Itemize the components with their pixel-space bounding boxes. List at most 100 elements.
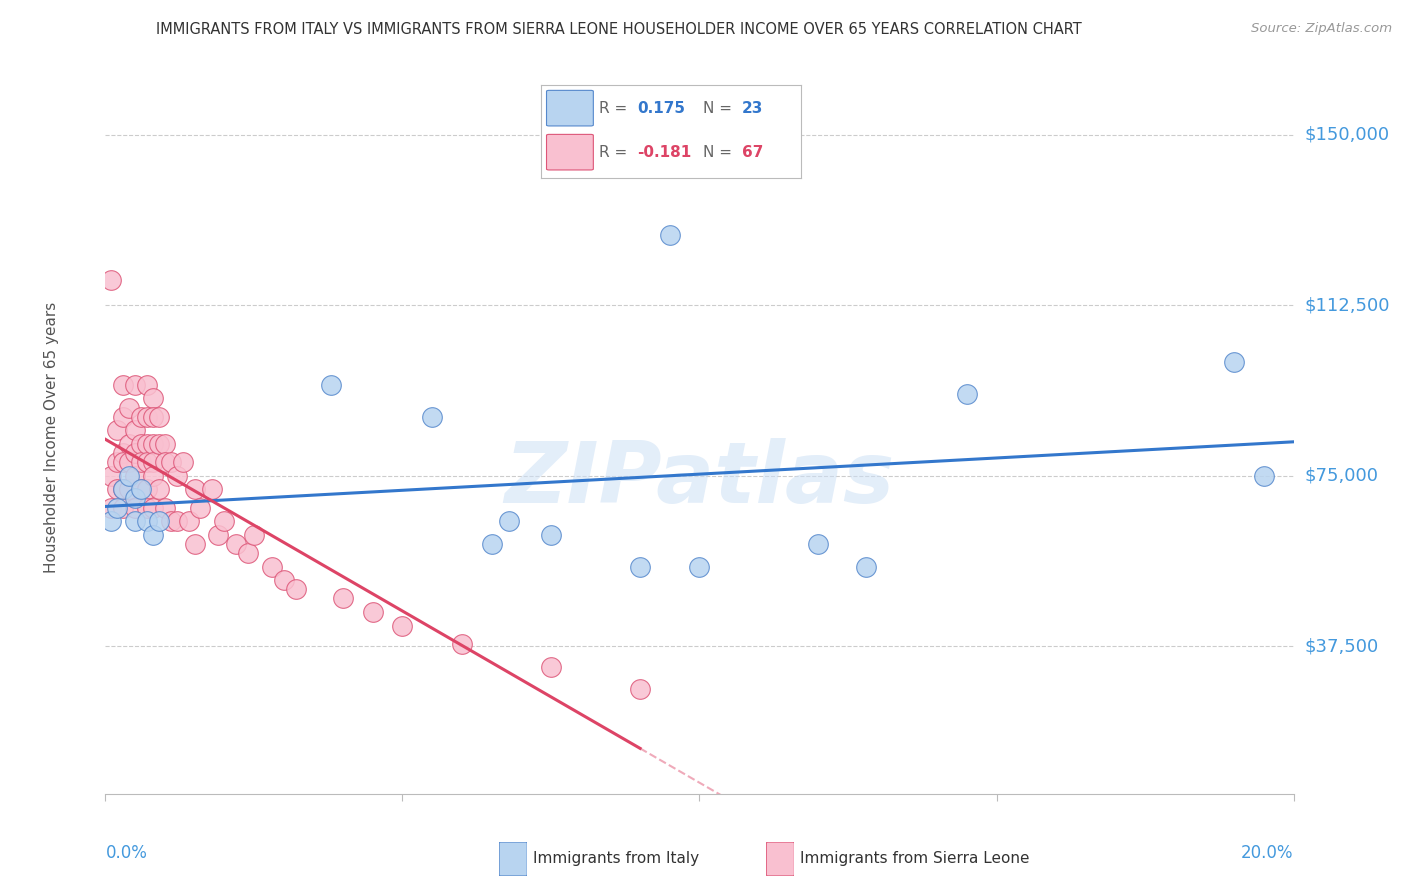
Point [498, 514, 520, 528]
Text: $37,500: $37,500 [1305, 637, 1379, 655]
Point [1253, 468, 1275, 483]
Point [105, 500, 128, 515]
Point [129, 483, 152, 497]
Point [112, 483, 135, 497]
Point [689, 559, 711, 574]
Point [153, 437, 176, 451]
Point [628, 559, 651, 574]
Point [124, 468, 146, 483]
Point [207, 528, 229, 542]
Point [1223, 355, 1246, 369]
Point [136, 483, 159, 497]
Point [190, 500, 212, 515]
Point [118, 468, 141, 483]
Point [129, 409, 152, 424]
Point [956, 387, 979, 401]
Point [148, 409, 170, 424]
Point [100, 468, 122, 483]
Text: R =: R = [599, 145, 631, 160]
Point [273, 574, 295, 588]
Point [124, 491, 146, 506]
Point [540, 528, 562, 542]
Text: $112,500: $112,500 [1305, 296, 1391, 314]
Point [153, 500, 176, 515]
Point [142, 409, 165, 424]
Point [321, 377, 343, 392]
Point [201, 483, 224, 497]
FancyBboxPatch shape [547, 90, 593, 126]
Point [420, 409, 443, 424]
Text: 20.0%: 20.0% [1241, 844, 1294, 862]
Point [118, 483, 141, 497]
Point [100, 273, 122, 287]
Point [112, 500, 135, 515]
Point [112, 377, 135, 392]
Point [105, 483, 128, 497]
Point [142, 455, 165, 469]
Point [105, 455, 128, 469]
Point [225, 537, 247, 551]
Text: R =: R = [599, 101, 631, 116]
Point [136, 455, 159, 469]
Point [361, 605, 384, 619]
Point [450, 637, 472, 651]
Point [124, 423, 146, 437]
Point [118, 455, 141, 469]
Text: 67: 67 [741, 145, 763, 160]
Text: 23: 23 [741, 101, 763, 116]
Point [166, 468, 188, 483]
Point [129, 455, 152, 469]
Text: ZIPatlas: ZIPatlas [505, 438, 894, 522]
Text: $75,000: $75,000 [1305, 467, 1379, 484]
Point [159, 455, 181, 469]
Point [183, 483, 205, 497]
Point [628, 682, 651, 697]
Point [166, 514, 188, 528]
Point [260, 559, 283, 574]
Point [136, 377, 159, 392]
Point [142, 468, 165, 483]
Point [118, 437, 141, 451]
Point [658, 227, 681, 242]
Point [136, 500, 159, 515]
Point [332, 591, 354, 606]
Point [142, 500, 165, 515]
Point [177, 514, 200, 528]
Point [148, 514, 170, 528]
Text: $150,000: $150,000 [1305, 126, 1389, 144]
Point [159, 514, 181, 528]
Point [124, 514, 146, 528]
Text: Householder Income Over 65 years: Householder Income Over 65 years [45, 301, 59, 573]
Point [124, 500, 146, 515]
Point [100, 500, 122, 515]
Point [391, 618, 413, 632]
Point [148, 437, 170, 451]
Point [136, 409, 159, 424]
FancyBboxPatch shape [547, 135, 593, 170]
Point [112, 409, 135, 424]
Point [136, 514, 159, 528]
Text: N =: N = [703, 101, 737, 116]
Point [807, 537, 830, 551]
FancyBboxPatch shape [766, 842, 794, 876]
Point [243, 528, 266, 542]
Point [112, 455, 135, 469]
Point [855, 559, 877, 574]
Point [142, 437, 165, 451]
Point [124, 377, 146, 392]
Text: IMMIGRANTS FROM ITALY VS IMMIGRANTS FROM SIERRA LEONE HOUSEHOLDER INCOME OVER 65: IMMIGRANTS FROM ITALY VS IMMIGRANTS FROM… [156, 22, 1081, 37]
Point [481, 537, 503, 551]
Text: 0.175: 0.175 [637, 101, 686, 116]
Point [142, 528, 165, 542]
FancyBboxPatch shape [499, 842, 527, 876]
Point [100, 514, 122, 528]
Point [105, 423, 128, 437]
Text: N =: N = [703, 145, 737, 160]
Text: -0.181: -0.181 [637, 145, 692, 160]
Point [112, 446, 135, 460]
Point [129, 437, 152, 451]
Point [129, 483, 152, 497]
Point [540, 659, 562, 673]
Point [124, 446, 146, 460]
Text: 0.0%: 0.0% [105, 844, 148, 862]
